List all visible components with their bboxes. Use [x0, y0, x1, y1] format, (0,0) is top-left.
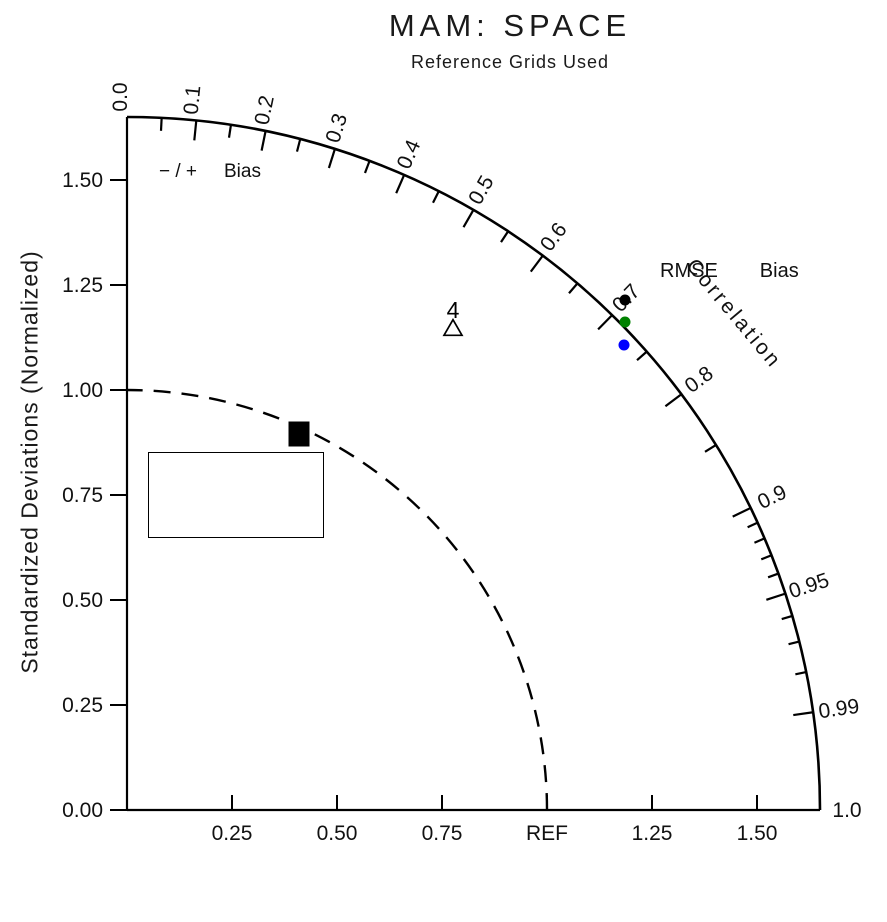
correlation-tick-major — [193, 120, 198, 141]
correlation-tick-major — [664, 393, 683, 408]
point-label: 4 — [447, 297, 460, 323]
correlation-tick-medium — [500, 230, 510, 243]
correlation-tick-major — [529, 254, 544, 273]
correlation-tick-label: 0.3 — [321, 111, 352, 146]
correlation-tick-medium — [227, 124, 233, 138]
data-point-4-black — [442, 317, 464, 337]
rmse-header-label: RMSE — [660, 260, 718, 282]
correlation-tick-minor — [754, 537, 765, 544]
correlation-tick-major — [597, 314, 613, 331]
correlation-tick-label: 0.8 — [681, 362, 718, 398]
correlation-tick-label: 1.0 — [832, 799, 861, 822]
correlation-tick-major — [462, 209, 475, 228]
correlation-tick-major — [793, 711, 814, 717]
correlation-tick-minor — [795, 671, 807, 676]
x-axis-tick-label: 0.25 — [212, 822, 253, 845]
rmse-bias-table: RMSE Bias — [605, 260, 835, 284]
y-axis-tick-label: 1.00 — [62, 379, 103, 402]
y-axis-tick-label: 0.25 — [62, 694, 103, 717]
correlation-tick-minor — [760, 554, 772, 561]
correlation-tick-label: 0.6 — [536, 219, 572, 256]
correlation-tick-medium — [432, 190, 440, 204]
bias-triangle-glyph — [442, 317, 464, 337]
correlation-tick-minor — [788, 640, 800, 646]
correlation-tick-major — [395, 174, 406, 194]
rmse-row-dot-black — [619, 294, 631, 306]
correlation-tick-minor — [781, 614, 793, 621]
correlation-tick-label: 0.99 — [817, 695, 861, 724]
correlation-tick-minor — [767, 572, 779, 579]
ref-std-dev-arc — [126, 388, 549, 811]
page-subtitle: Reference Grids Used — [410, 52, 610, 72]
rmse-row-dot-green — [619, 316, 631, 328]
correlation-tick-major — [732, 506, 752, 518]
x-axis-tick-label: 0.75 — [422, 822, 463, 845]
rmse-row-dot-blue — [618, 339, 630, 351]
y-axis-tick-label: 1.50 — [62, 169, 103, 192]
data-point-6-black — [288, 421, 310, 447]
correlation-tick-medium — [295, 138, 302, 152]
bias-header-symbols: − / + — [158, 161, 198, 182]
y-axis-tick-label: 0.00 — [62, 799, 103, 822]
x-axis-tick-label: 1.25 — [632, 822, 673, 845]
correlation-tick-medium — [568, 282, 579, 294]
correlation-tick-label: 0.2 — [250, 94, 278, 127]
correlation-tick-major — [766, 592, 786, 601]
correlation-tick-label: 0.4 — [393, 136, 426, 172]
x-axis-tick-label: 0.50 — [317, 822, 358, 845]
point-label-box — [288, 421, 310, 447]
correlation-tick-label: 0.1 — [180, 84, 206, 115]
bias-legend-header: − / + Bias — [148, 160, 261, 184]
correlation-tick-medium — [704, 444, 717, 453]
correlation-tick-medium — [636, 350, 648, 362]
correlation-tick-major — [260, 130, 267, 151]
y-axis-title: Standardized Deviations (Normalized) — [16, 250, 43, 674]
x-axis-tick-label: 1.50 — [737, 822, 778, 845]
bias-header-label: Bias — [224, 161, 261, 182]
model-legend-box — [148, 452, 324, 538]
correlation-arc — [126, 115, 822, 811]
correlation-tick-label: 0.95 — [786, 569, 832, 604]
y-axis-tick-label: 1.25 — [62, 274, 103, 297]
correlation-tick-medium — [159, 117, 163, 131]
bias-size-legend: − / + Bias — [148, 160, 261, 184]
correlation-tick-major — [327, 148, 336, 169]
x-axis-tick-label: REF — [526, 822, 568, 845]
y-axis-tick-label: 0.75 — [62, 484, 103, 507]
correlation-tick-label: 0.5 — [464, 172, 499, 209]
correlation-tick-minor — [747, 521, 759, 529]
y-axis-tick-label: 0.50 — [62, 589, 103, 612]
rmse-table-header: RMSE Bias — [605, 260, 835, 284]
correlation-tick-label: 0.9 — [754, 481, 790, 514]
correlation-tick-medium — [363, 160, 371, 174]
correlation-tick-label: 0.0 — [109, 82, 132, 111]
bias-header-label2: Bias — [759, 260, 799, 282]
page-title: MAM: SPACE — [388, 8, 632, 43]
